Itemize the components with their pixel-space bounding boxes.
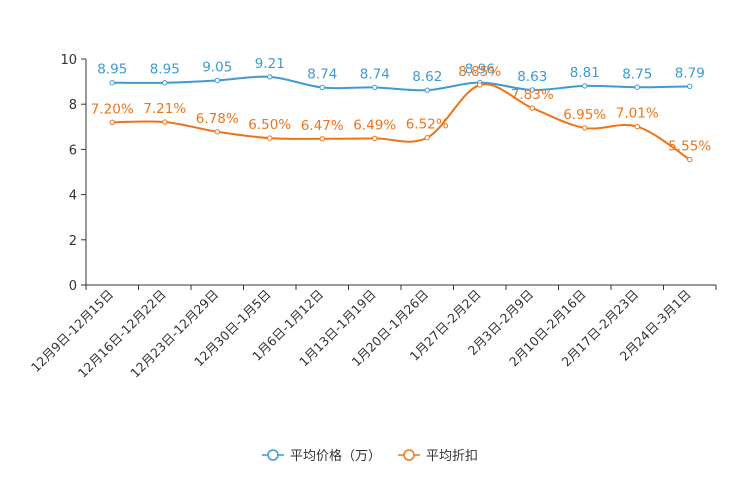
data-label: 8.74 bbox=[307, 66, 337, 82]
data-point[interactable] bbox=[372, 84, 378, 91]
y-tick-label: 4 bbox=[69, 189, 77, 204]
data-point[interactable] bbox=[214, 129, 220, 135]
data-label: 9.05 bbox=[202, 59, 232, 75]
data-point[interactable] bbox=[162, 119, 168, 125]
y-tick-label: 6 bbox=[69, 143, 77, 158]
x-tick-label: 12月23日-12月29日 bbox=[127, 287, 221, 381]
data-label: 7.83% bbox=[511, 87, 554, 103]
series-line bbox=[112, 75, 690, 92]
data-point[interactable] bbox=[634, 123, 640, 130]
data-label: 7.01% bbox=[616, 106, 659, 122]
data-point[interactable] bbox=[582, 125, 588, 131]
data-point[interactable] bbox=[529, 87, 535, 93]
data-label: 7.21% bbox=[143, 101, 186, 117]
data-point[interactable] bbox=[319, 136, 325, 142]
series-2: 7.20% 7.21% 6.78% 6.50% 6.47% 6.49% 6.52% 8.85%… bbox=[91, 64, 711, 163]
data-label: 9.21 bbox=[255, 56, 285, 72]
data-label: 6.52% bbox=[406, 117, 449, 133]
series-1: 8.95 8.95 9.05 9.21 8.74 8.74 8.62 8.96 8.63 8.81… bbox=[97, 56, 705, 93]
y-tick-label: 2 bbox=[69, 234, 77, 249]
data-label: 6.49% bbox=[353, 117, 396, 133]
legend-item-2[interactable]: 平均折扣 bbox=[398, 449, 478, 464]
data-label: 8.81 bbox=[570, 65, 600, 81]
legend-label: 平均折扣 bbox=[426, 449, 478, 464]
data-label: 6.50% bbox=[248, 117, 291, 133]
data-point[interactable] bbox=[372, 135, 378, 142]
data-label: 6.78% bbox=[196, 111, 239, 127]
x-tick-label: 12月16日-12月22日 bbox=[75, 287, 169, 381]
data-point[interactable] bbox=[529, 105, 535, 111]
y-tick-label: 10 bbox=[60, 53, 77, 68]
data-point[interactable] bbox=[214, 77, 220, 84]
data-point[interactable] bbox=[267, 74, 273, 80]
data-point[interactable] bbox=[424, 87, 430, 93]
data-point[interactable] bbox=[687, 156, 693, 163]
data-label: 8.63 bbox=[517, 69, 547, 85]
data-point[interactable] bbox=[634, 84, 640, 90]
y-tick-label: 8 bbox=[69, 98, 77, 113]
data-label: 8.95 bbox=[97, 62, 127, 78]
series-layer: 8.95 8.95 9.05 9.21 8.74 8.74 8.62 8.96 8.63 8.81… bbox=[91, 56, 711, 163]
data-point[interactable] bbox=[109, 119, 115, 125]
data-label: 7.20% bbox=[91, 101, 134, 117]
legend-swatch-marker bbox=[403, 449, 415, 461]
data-label: 8.79 bbox=[675, 65, 705, 81]
data-point[interactable] bbox=[582, 83, 588, 89]
data-point[interactable] bbox=[162, 80, 168, 86]
y-tick-label: 0 bbox=[69, 279, 77, 294]
data-label: 8.74 bbox=[360, 66, 390, 82]
data-label: 6.47% bbox=[301, 118, 344, 134]
data-point[interactable] bbox=[109, 80, 115, 86]
data-point[interactable] bbox=[687, 83, 693, 90]
data-point[interactable] bbox=[267, 135, 273, 141]
data-point[interactable] bbox=[319, 84, 325, 91]
data-label: 8.75 bbox=[622, 66, 652, 82]
data-label: 8.62 bbox=[412, 69, 442, 85]
legend-label: 平均价格（万） bbox=[290, 448, 381, 464]
legend-swatch-marker bbox=[267, 449, 279, 461]
data-label: 6.95% bbox=[563, 107, 606, 123]
data-label: 8.96 bbox=[465, 62, 495, 78]
data-point[interactable] bbox=[477, 82, 483, 88]
legend-item-1[interactable]: 平均价格（万） bbox=[262, 448, 381, 464]
chart-legend[interactable]: 平均价格（万） 平均折扣 bbox=[262, 448, 478, 464]
data-label: 8.85% bbox=[458, 64, 501, 80]
data-point[interactable] bbox=[424, 134, 430, 141]
data-label: 5.55% bbox=[668, 139, 711, 155]
data-label: 8.95 bbox=[150, 62, 180, 78]
